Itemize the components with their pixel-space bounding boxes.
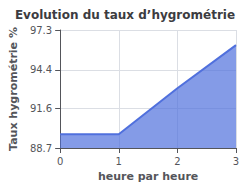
svg-text:Taux hygrométrie %: Taux hygrométrie % (7, 27, 20, 151)
svg-text:heure par heure: heure par heure (98, 170, 198, 183)
svg-text:1: 1 (116, 156, 122, 167)
svg-text:97.3: 97.3 (30, 25, 52, 36)
svg-text:Evolution du taux d’hygrométri: Evolution du taux d’hygrométrie (15, 8, 235, 22)
svg-text:3: 3 (233, 156, 239, 167)
svg-text:88.7: 88.7 (30, 143, 52, 154)
svg-text:0: 0 (57, 156, 63, 167)
svg-text:2: 2 (174, 156, 180, 167)
svg-text:94.4: 94.4 (30, 64, 52, 75)
svg-text:91.6: 91.6 (30, 103, 52, 114)
